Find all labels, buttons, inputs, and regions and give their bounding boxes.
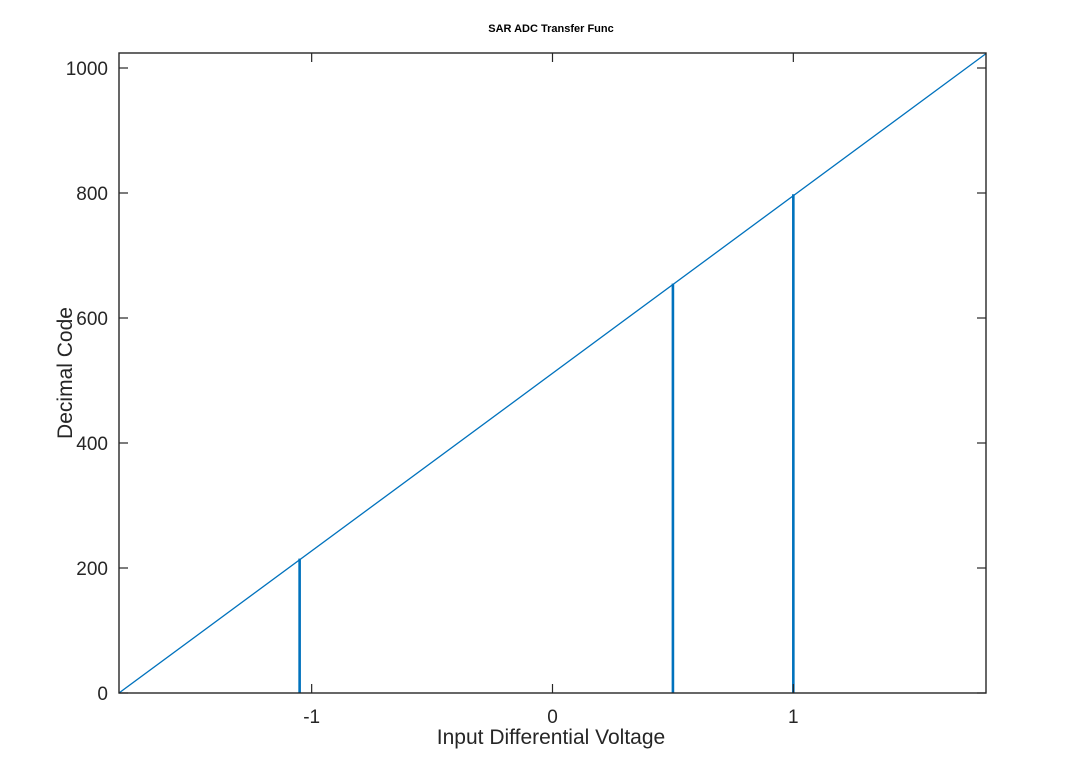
y-tick-label: 800 — [76, 184, 108, 205]
y-tick-label: 600 — [76, 309, 108, 330]
y-tick-label: 0 — [97, 684, 108, 705]
y-tick-label: 1000 — [66, 59, 108, 80]
y-tick-label: 200 — [76, 559, 108, 580]
x-tick-label: 1 — [788, 707, 799, 728]
tick-layer: -1 0 1 0 200 400 600 800 1000 — [66, 53, 986, 728]
x-tick-label: 0 — [547, 707, 558, 728]
chart-title: SAR ADC Transfer Func — [488, 23, 614, 35]
y-axis-label: Decimal Code — [54, 307, 77, 439]
x-tick-label: -1 — [303, 707, 320, 728]
data-layer — [118, 53, 987, 694]
plot-frame — [118, 52, 987, 694]
x-axis-label: Input Differential Voltage — [437, 726, 665, 749]
y-tick-label: 400 — [76, 434, 108, 455]
transfer-line — [118, 53, 987, 694]
